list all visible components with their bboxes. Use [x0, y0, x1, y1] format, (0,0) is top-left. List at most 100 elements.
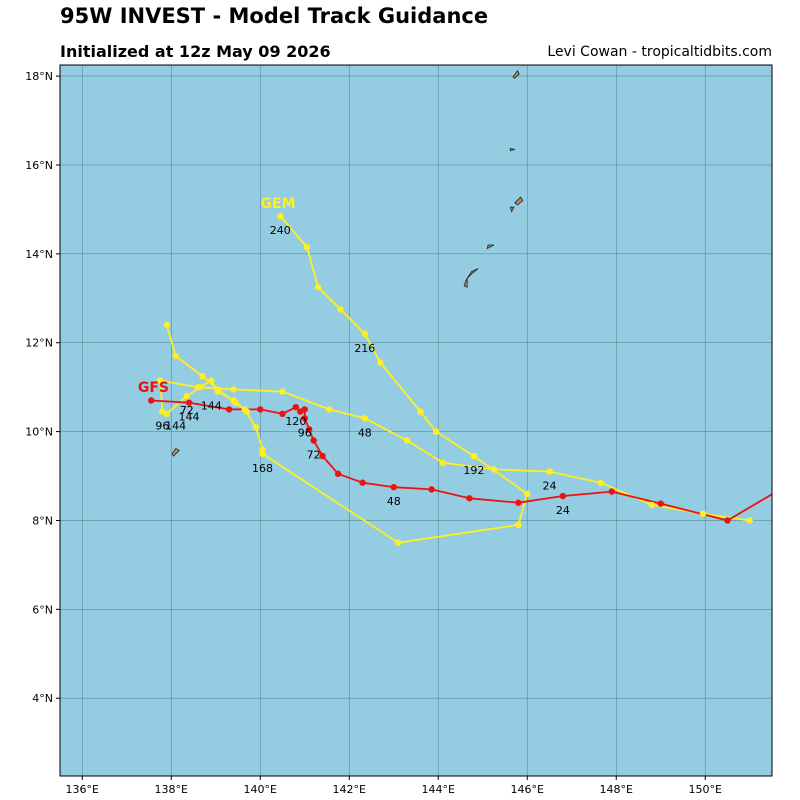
y-tick-label: 10°N — [25, 426, 53, 439]
island — [512, 70, 520, 79]
chart-subtitle: Initialized at 12z May 09 2026 — [60, 42, 331, 61]
x-tick-label: 150°E — [689, 783, 722, 796]
gem-track-point — [156, 377, 164, 384]
gfs-track-point — [724, 517, 731, 524]
gem-track-point — [163, 321, 170, 329]
gem-track-point — [277, 212, 284, 220]
gem-track-point — [648, 501, 656, 509]
gem-track-point — [417, 408, 424, 415]
island — [509, 206, 515, 213]
gfs-track-point — [292, 403, 300, 411]
gem-track-point — [230, 386, 237, 393]
gfs-track-point — [297, 408, 304, 415]
gem-hour-label: 216 — [354, 342, 375, 355]
gem-track-point — [241, 406, 248, 413]
land-layer — [171, 70, 524, 457]
gem-track-point — [361, 330, 369, 338]
gem-hour-label: 48 — [358, 426, 372, 439]
model-tracks — [148, 212, 779, 546]
x-tick-label: 148°E — [600, 783, 633, 796]
gfs-hour-label: 24 — [556, 504, 570, 517]
gem-track-point — [279, 388, 286, 395]
gfs-hour-label: 48 — [387, 495, 401, 508]
gfs-track-point — [657, 500, 664, 507]
y-tick-label: 4°N — [32, 692, 53, 705]
gem-track-point — [199, 372, 206, 380]
gfs-track-point — [359, 479, 366, 486]
gem-track-point — [208, 377, 215, 384]
gfs-track-point — [148, 397, 155, 404]
y-tick-label: 6°N — [32, 603, 53, 616]
y-tick-label: 14°N — [25, 248, 53, 261]
gfs-track-point — [257, 406, 264, 413]
gem-track-point — [377, 359, 384, 366]
gem-model-label: GEM — [261, 196, 296, 212]
gem-track-point — [490, 466, 498, 473]
gem-hour-label: 24 — [543, 480, 557, 493]
gfs-track-point — [306, 426, 313, 433]
gfs-track-point — [225, 406, 233, 413]
gfs-model-label: GFS — [138, 380, 169, 396]
ocean-background — [60, 65, 772, 776]
gem-track-point — [172, 352, 179, 360]
x-tick-label: 142°E — [333, 783, 366, 796]
island — [171, 447, 180, 457]
gfs-hour-label: 96 — [298, 426, 312, 439]
gem-hour-label: 96 — [155, 420, 169, 433]
gem-track-point — [524, 490, 531, 498]
gem-track-point — [546, 468, 553, 475]
y-tick-label: 8°N — [32, 514, 53, 527]
gem-hour-label: 144 — [201, 400, 222, 413]
credit-text: Levi Cowan - tropicaltidbits.com — [547, 44, 772, 60]
gem-track-point — [163, 410, 170, 418]
gem-hour-label: 144 — [165, 420, 186, 433]
gem-track-point — [395, 539, 402, 546]
gfs-hour-label: 72 — [307, 448, 321, 461]
island — [509, 148, 515, 152]
gem-track-point — [183, 392, 191, 400]
island — [514, 196, 524, 206]
gfs-track-point — [279, 410, 286, 418]
y-tick-label: 18°N — [25, 70, 53, 83]
x-tick-label: 136°E — [66, 783, 99, 796]
gfs-track-point — [310, 437, 317, 444]
island — [486, 244, 495, 250]
axes: 136°E 138°E 140°E 142°E 144°E 146°E 148°E 150°E… — [25, 70, 722, 796]
gem-track-point — [403, 437, 411, 444]
gem-track-point — [230, 397, 237, 404]
gfs-track-point — [466, 495, 473, 502]
gem-track-point — [196, 383, 204, 391]
gem-hour-label: 240 — [270, 224, 291, 237]
gem-track-point — [699, 510, 707, 518]
gem-track-point — [746, 517, 753, 524]
gem-track-point — [470, 452, 478, 460]
y-tick-label: 16°N — [25, 159, 53, 172]
gfs-hour-label: 120 — [285, 415, 306, 428]
gem-track-point — [597, 479, 604, 486]
gem-track-point — [326, 406, 333, 413]
gem-track-point — [252, 423, 259, 431]
gem-track-point — [361, 415, 369, 422]
gem-track-point — [214, 388, 222, 395]
plot-frame — [59, 64, 773, 777]
gem-track-point — [432, 428, 440, 435]
gfs-track-point — [559, 492, 567, 500]
gem-hour-label: 168 — [252, 462, 273, 475]
gem-hour-label: 192 — [463, 464, 484, 477]
x-tick-label: 138°E — [155, 783, 188, 796]
x-tick-label: 140°E — [244, 783, 277, 796]
gem-track-point — [337, 306, 344, 313]
gfs-track-point — [428, 486, 435, 493]
x-tick-label: 146°E — [511, 783, 544, 796]
gfs-track-point — [334, 470, 342, 478]
gem-hour-label: 72 — [180, 404, 194, 417]
chart-title: 95W INVEST - Model Track Guidance — [60, 4, 489, 28]
y-tick-label: 12°N — [25, 337, 53, 350]
gfs-track-point — [773, 488, 779, 494]
gem-track-point — [259, 450, 266, 458]
gfs-track-point — [185, 399, 193, 406]
gem-track-point — [314, 283, 322, 291]
x-tick-label: 144°E — [422, 783, 455, 796]
